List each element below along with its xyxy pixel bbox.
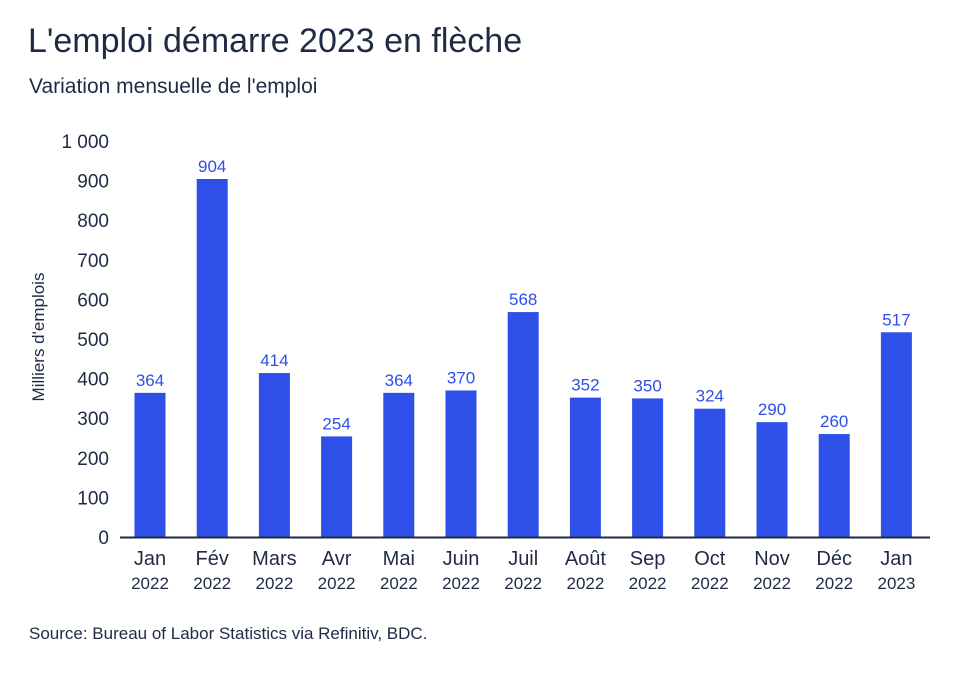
data-label: 364: [136, 371, 164, 390]
chart-title: L'emploi démarre 2023 en flèche: [28, 22, 523, 60]
bar: [818, 434, 850, 537]
bar: [880, 332, 912, 537]
bar: [507, 312, 539, 537]
x-tick-label-month: Août: [565, 548, 607, 570]
x-tick-label-year: 2022: [380, 574, 418, 593]
y-tick-label: 500: [77, 330, 109, 351]
data-label: 370: [447, 368, 475, 387]
x-tick-label-year: 2022: [504, 574, 542, 593]
x-tick-label-month: Nov: [754, 548, 790, 570]
bar: [445, 390, 477, 537]
source-note: Source: Bureau of Labor Statistics via R…: [29, 624, 428, 643]
x-tick-label-year: 2022: [815, 574, 853, 593]
y-tick-label: 400: [77, 370, 109, 391]
bar: [569, 397, 601, 537]
x-tick-label-month: Sep: [630, 548, 666, 570]
x-tick-label-month: Déc: [816, 548, 852, 570]
y-tick-label: 300: [77, 409, 109, 430]
x-tick-label-year: 2023: [877, 574, 915, 593]
x-tick-label-year: 2022: [255, 574, 293, 593]
data-label: 260: [820, 412, 848, 431]
data-label: 254: [322, 414, 350, 433]
x-tick-label-month: Mars: [252, 548, 296, 570]
data-label: 290: [758, 400, 786, 419]
y-tick-label: 1 000: [61, 132, 109, 153]
x-tick-label-month: Juil: [508, 548, 538, 570]
y-tick-label: 0: [98, 528, 109, 549]
bar: [134, 392, 166, 537]
bar: [756, 422, 788, 537]
y-tick-label: 100: [77, 488, 109, 509]
x-tick-label-year: 2022: [442, 574, 480, 593]
x-tick-label-month: Jan: [134, 548, 166, 570]
y-tick-label: 600: [77, 290, 109, 311]
bar: [196, 179, 228, 538]
x-tick-label-month: Oct: [694, 548, 726, 570]
x-tick-label-month: Juin: [443, 548, 480, 570]
x-tick-label-month: Avr: [322, 548, 352, 570]
data-label: 568: [509, 290, 537, 309]
data-label: 324: [696, 387, 724, 406]
y-tick-label: 800: [77, 211, 109, 232]
x-tick-label-year: 2022: [629, 574, 667, 593]
bar: [694, 408, 726, 537]
x-tick-label-year: 2022: [193, 574, 231, 593]
x-tick-label-year: 2022: [753, 574, 791, 593]
data-label: 364: [385, 371, 413, 390]
data-label: 904: [198, 157, 226, 176]
x-tick-label-month: Jan: [880, 548, 912, 570]
x-tick-label-month: Fév: [196, 548, 229, 570]
bar: [321, 436, 353, 537]
bar: [632, 398, 664, 537]
y-tick-label: 900: [77, 172, 109, 193]
chart-subtitle: Variation mensuelle de l'emploi: [29, 75, 318, 98]
y-tick-label: 700: [77, 251, 109, 272]
bar: [383, 392, 415, 537]
x-tick-label-year: 2022: [691, 574, 729, 593]
data-label: 414: [260, 351, 288, 370]
data-label: 352: [571, 376, 599, 395]
data-label: 350: [633, 376, 661, 395]
x-tick-label-year: 2022: [131, 574, 169, 593]
x-tick-label-month: Mai: [383, 548, 415, 570]
data-label: 517: [882, 310, 910, 329]
y-axis-title: Milliers d'emplois: [29, 273, 48, 402]
y-tick-label: 200: [77, 449, 109, 470]
bar: [258, 373, 290, 537]
x-tick-label-year: 2022: [318, 574, 356, 593]
x-tick-label-year: 2022: [566, 574, 604, 593]
